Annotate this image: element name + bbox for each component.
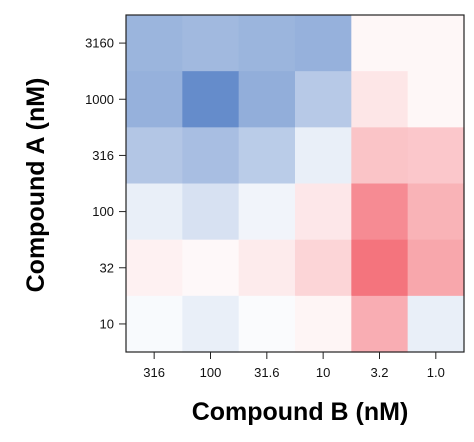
heatmap-cell-100-316	[126, 183, 183, 241]
heatmap-cell-316-3.2	[351, 127, 409, 185]
x-tick-label: 1.0	[427, 365, 445, 380]
heatmap-cell-10-100	[182, 295, 240, 353]
axis-ticks: 3160 1000 316 100 32 10 316 100 31.6 10 3.2 1.0	[85, 36, 445, 380]
heatmap-cell-3160-1.0	[407, 15, 465, 72]
heatmap-cell-316-1.0	[407, 127, 465, 185]
heatmap-cell-316-10	[294, 127, 352, 185]
heatmap-cell-3160-3.2	[351, 15, 409, 72]
x-tick-label: 10	[316, 365, 330, 380]
heatmap-cell-316-316	[126, 127, 183, 185]
heatmap-cell-100-3.2	[351, 183, 409, 241]
heatmap-cell-316-100	[182, 127, 240, 185]
plot-frame	[125, 14, 465, 353]
heatmap-cell-10-1.0	[407, 295, 465, 353]
x-tick-label: 31.6	[254, 365, 279, 380]
heatmap-cell-1000-10	[294, 71, 352, 128]
x-tick-label: 100	[200, 365, 222, 380]
heatmap-cell-1000-1.0	[407, 71, 465, 128]
heatmap-cell-3160-31.6	[238, 15, 296, 72]
heatmap-cell-32-3.2	[351, 239, 409, 297]
heatmap-cell-100-1.0	[407, 183, 465, 241]
heatmap-cell-3160-316	[126, 15, 183, 72]
heatmap-cell-10-3.2	[351, 295, 409, 353]
heatmap-cell-100-31.6	[238, 183, 296, 241]
heatmap-cell-3160-10	[294, 15, 352, 72]
heatmap-cell-1000-100	[182, 71, 240, 128]
heatmap-cell-1000-3.2	[351, 71, 409, 128]
x-tick-label: 3.2	[370, 365, 388, 380]
y-tick-label: 100	[92, 204, 114, 219]
heatmap-cell-32-316	[126, 239, 183, 297]
heatmap-cell-100-10	[294, 183, 352, 241]
heatmap-cell-32-1.0	[407, 239, 465, 297]
y-tick-label: 32	[100, 260, 114, 275]
heatmap-cell-10-316	[126, 295, 183, 353]
heatmap-cell-1000-316	[126, 71, 183, 128]
heatmap-cell-1000-31.6	[238, 71, 296, 128]
y-tick-label: 10	[100, 316, 114, 331]
heatmap-cells	[126, 15, 465, 353]
heatmap-cell-32-10	[294, 239, 352, 297]
heatmap-cell-100-100	[182, 183, 240, 241]
heatmap-cell-32-100	[182, 239, 240, 297]
x-tick-label: 316	[143, 365, 165, 380]
y-axis-title: Compound A (nM)	[22, 78, 50, 293]
x-axis-title: Compound B (nM)	[192, 398, 409, 426]
y-tick-label: 1000	[85, 92, 114, 107]
y-tick-label: 316	[92, 148, 114, 163]
y-tick-label: 3160	[85, 36, 114, 51]
heatmap-cell-10-10	[294, 295, 352, 353]
heatmap-cell-10-31.6	[238, 295, 296, 353]
heatmap-cell-316-31.6	[238, 127, 296, 185]
heatmap-cell-32-31.6	[238, 239, 296, 297]
heatmap-cell-3160-100	[182, 15, 240, 72]
